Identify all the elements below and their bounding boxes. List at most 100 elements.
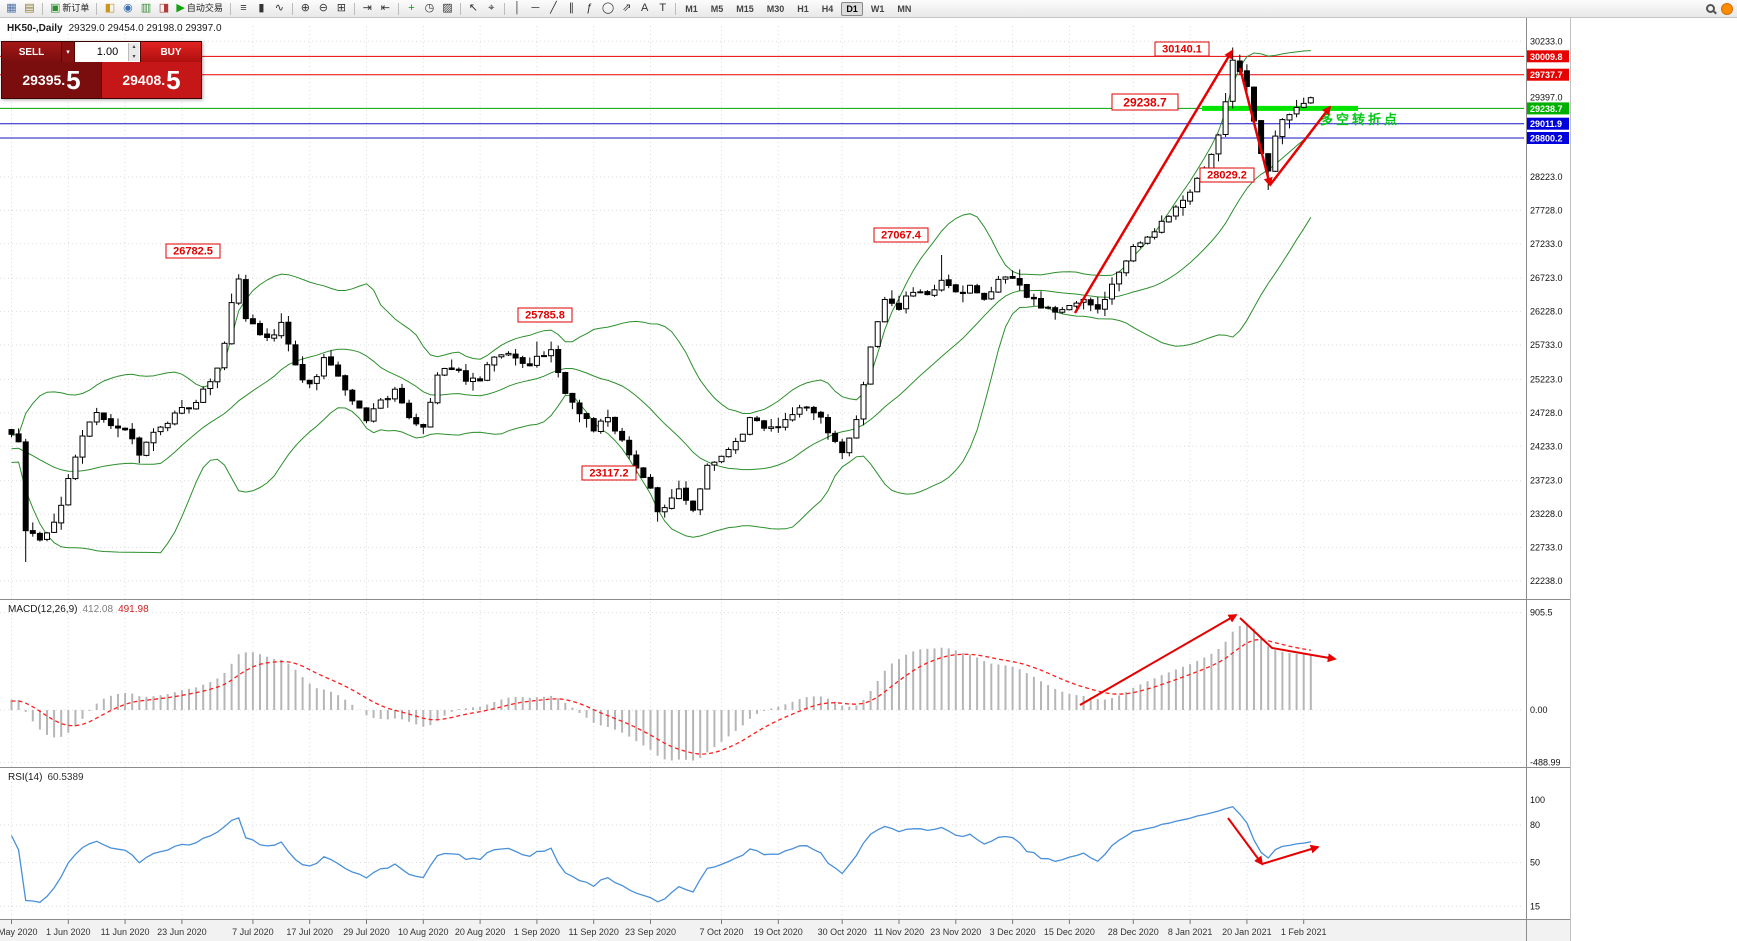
svg-text:29238.7: 29238.7 (1530, 104, 1563, 114)
indicators-icon[interactable]: + (403, 1, 420, 17)
arrows-tool-icon[interactable]: ⇗ (618, 1, 635, 17)
trend-arrow[interactable] (1269, 105, 1332, 186)
search-icon[interactable] (1706, 4, 1715, 13)
horizontal-level-lines[interactable] (0, 55, 1524, 139)
timeframe-m30[interactable]: M30 (766, 3, 785, 14)
main-trend-arrows[interactable] (1073, 49, 1332, 314)
line-chart-icon[interactable]: ∿ (271, 1, 288, 17)
trend-arrow[interactable] (1239, 617, 1337, 663)
text-icon[interactable]: A (636, 1, 653, 17)
volume-stepper[interactable]: ▴ ▾ (128, 43, 139, 61)
price-label-box[interactable] (873, 227, 929, 243)
trend-arrow[interactable] (1073, 49, 1234, 314)
toolbar-separator (397, 2, 399, 15)
buy-button[interactable]: BUY (141, 42, 201, 62)
volume-input[interactable]: 1.00 ▴ ▾ (75, 42, 141, 62)
svg-text:15: 15 (1530, 901, 1540, 911)
trend-arrow[interactable] (1227, 817, 1264, 866)
autotrading-button[interactable]: ▶ 自动交易 (173, 1, 225, 17)
periods-icon[interactable]: ◷ (421, 1, 438, 17)
fibonacci-icon[interactable]: ƒ (581, 1, 598, 17)
timeframe-m1[interactable]: M1 (685, 3, 698, 14)
tile-windows-icon[interactable]: ⊞ (333, 1, 350, 17)
templates-icon[interactable]: ▨ (439, 1, 456, 17)
price-label-box[interactable] (1199, 167, 1255, 183)
market-watch-icon[interactable]: ◧ (101, 1, 118, 17)
buy-price-big-digit: 5 (166, 64, 181, 95)
time-axis-label: 11 Sep 2020 (569, 927, 619, 937)
trend-arrow[interactable] (1261, 844, 1320, 865)
timeframe-d1[interactable]: D1 (841, 1, 863, 16)
macd-trend-arrows[interactable] (1079, 614, 1337, 706)
timeframe-h4[interactable]: H4 (821, 3, 834, 14)
buy-price[interactable]: 29408. 5 (102, 62, 201, 98)
pivot-point-note[interactable]: 多空转折点 (1320, 112, 1400, 127)
text-label-icon[interactable]: T (654, 1, 671, 17)
spin-up-icon[interactable]: ▴ (132, 44, 136, 50)
price-label-box[interactable] (165, 243, 221, 259)
horizontal-line-icon[interactable]: ─ (527, 1, 544, 17)
time-axis-label: 28 Dec 2020 (1108, 927, 1159, 937)
zoom-out-icon[interactable]: ⊖ (315, 1, 332, 17)
volume-dropdown-icon[interactable]: ▾ (62, 42, 75, 62)
toolbar-separator (229, 2, 231, 15)
zoom-in-icon[interactable]: ⊕ (297, 1, 314, 17)
crosshair-icon[interactable]: ⌖ (483, 1, 500, 17)
price-axis-label: 27233.0 (1530, 239, 1563, 249)
thick-green-support-line[interactable] (1202, 105, 1358, 111)
new-order-button[interactable]: ▣ 新订单 (47, 1, 92, 17)
toolbar-separator (42, 2, 43, 15)
terminal-icon[interactable]: ▥ (137, 1, 154, 17)
new-chart-icon[interactable]: ▦ (3, 1, 20, 17)
strategy-tester-icon[interactable]: ◨ (155, 1, 172, 17)
price-annotations[interactable]: 26782.5 25785.8 23117.2 27067.4 30140.1 28029… (165, 41, 1400, 481)
channel-icon[interactable]: ∥ (563, 1, 580, 17)
profiles-icon[interactable]: ▤ (21, 1, 38, 17)
time-axis[interactable]: 20 May 2020 1 Jun 2020 11 Jun 2020 23 Jun 2… (0, 920, 1326, 937)
svg-text:29238.7: 29238.7 (1123, 96, 1167, 110)
price-label-box[interactable] (581, 465, 637, 481)
notification-badge[interactable] (1721, 2, 1733, 15)
timeframe-m5[interactable]: M5 (710, 3, 724, 14)
cursor-icon[interactable]: ↖ (465, 1, 482, 17)
navigator-icon[interactable]: ◉ (119, 1, 136, 17)
toolbar-separator (459, 2, 461, 15)
sell-price[interactable]: 29395. 5 (2, 62, 102, 98)
text-icon-glyph: A (641, 2, 649, 14)
timeframe-m15[interactable]: M15 (736, 3, 754, 14)
vertical-line-icon[interactable]: │ (509, 1, 526, 17)
sell-button[interactable]: SELL (2, 42, 62, 62)
spin-down-icon[interactable]: ▾ (132, 54, 136, 60)
price-axis-label: 23723.0 (1530, 476, 1563, 486)
volume-value: 1.00 (96, 46, 119, 58)
trendline-icon[interactable]: ╱ (545, 1, 562, 17)
timeframe-h1[interactable]: H1 (797, 3, 809, 14)
chart-shift-icon[interactable]: ⇤ (377, 1, 394, 17)
macd-panel (10, 624, 1312, 761)
svg-text:80: 80 (1530, 820, 1540, 830)
toolbar-buttons: ▦ ▤ ▣ 新订单 ◧ ◉ ▥ ◨ ▶ 自动交易 ≡ ▮ ∿ ⊕ ⊖ ⊞ ⇥ ⇤ + ◷ ▨ ↖ ⌖ │ ─ ╱ ∥ ƒ ◯ ⇗ A T (3, 1, 679, 17)
shapes-icon[interactable]: ◯ (599, 1, 617, 17)
text-label-icon-glyph: T (659, 2, 667, 14)
strategy-tester-icon-glyph: ◨ (158, 2, 170, 14)
price-label-box[interactable] (1111, 93, 1179, 111)
timeframe-w1[interactable]: W1 (870, 3, 885, 14)
trend-arrow[interactable] (1079, 614, 1238, 706)
rsi-trend-arrows[interactable] (1227, 817, 1320, 866)
auto-scroll-icon[interactable]: ⇥ (359, 1, 376, 17)
trend-arrow[interactable] (1238, 67, 1273, 187)
bar-chart-icon[interactable]: ≡ (235, 1, 252, 17)
price-label-box[interactable] (1154, 41, 1210, 57)
red-price-badge (1527, 68, 1569, 81)
timeframe-mn[interactable]: MN (897, 3, 912, 14)
ohlc-header: HK50-,Daily 29329.0 29454.0 29198.0 29397… (7, 23, 222, 34)
time-axis-label: 15 Dec 2020 (1044, 927, 1095, 937)
bollinger-bands (11, 50, 1312, 554)
chart-canvas[interactable]: 30233.030009.829737.729397.029238.729011… (0, 18, 1737, 941)
candlestick-chart-icon[interactable]: ▮ (253, 1, 270, 17)
rsi-header: RSI(14) 60.5389 (8, 772, 84, 783)
price-label-box[interactable] (517, 307, 573, 323)
sell-price-main: 29395. (22, 72, 66, 88)
